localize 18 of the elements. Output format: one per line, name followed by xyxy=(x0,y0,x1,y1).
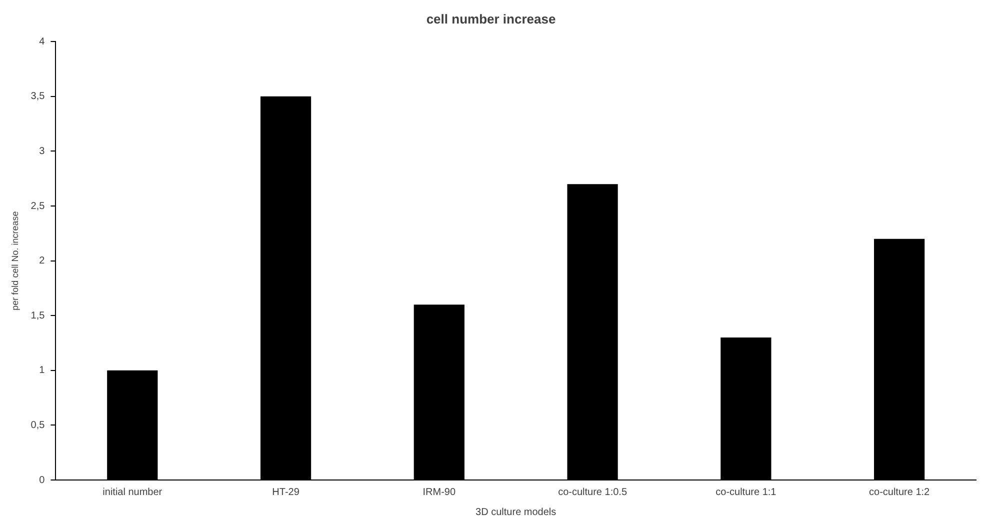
y-tick-label: 3,5 xyxy=(30,91,46,102)
x-tick-label: IRM-90 xyxy=(422,486,456,498)
y-tick-label: 0,5 xyxy=(30,420,46,431)
chart-title: cell number increase xyxy=(426,11,556,26)
y-axis-title: per fold cell No. increase xyxy=(10,211,20,310)
y-tick-label: 0 xyxy=(39,474,46,486)
x-tick-label: initial number xyxy=(102,486,163,498)
y-tick-label: 1,5 xyxy=(30,310,46,322)
y-tick-label: 2,5 xyxy=(30,200,46,212)
x-tick-label: co-culture 1:0.5 xyxy=(558,486,628,498)
y-tick-label: 1 xyxy=(39,365,46,376)
x-tick-label: co-culture 1:1 xyxy=(716,486,777,498)
x-tick-label: HT-29 xyxy=(272,486,300,498)
x-tick-label: co-culture 1:2 xyxy=(869,486,930,498)
y-tick-label: 2 xyxy=(39,256,46,267)
y-tick-label: 3 xyxy=(39,146,46,157)
y-tick-label: 4 xyxy=(39,36,46,48)
x-axis-title: 3D culture models xyxy=(476,506,556,518)
